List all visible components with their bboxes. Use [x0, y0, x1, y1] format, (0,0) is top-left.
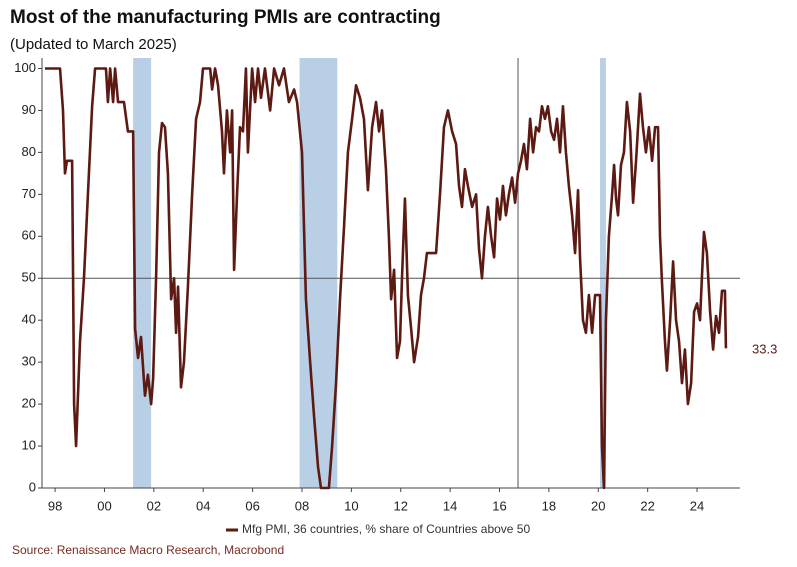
x-tick-label: 12 — [394, 498, 408, 513]
end-value-label: 33.3 — [752, 342, 777, 357]
x-tick-label: 00 — [97, 498, 111, 513]
source: Source: Renaissance Macro Research, Macr… — [12, 543, 284, 557]
recession-shade — [600, 58, 606, 488]
x-tick-label: 14 — [443, 498, 457, 513]
y-tick-label: 100 — [14, 60, 36, 75]
x-tick-label: 08 — [295, 498, 309, 513]
legend-label: Mfg PMI, 36 countries, % share of Countr… — [242, 522, 530, 536]
y-tick-label: 60 — [22, 228, 36, 243]
x-tick-label: 24 — [690, 498, 704, 513]
y-tick-label: 80 — [22, 144, 36, 159]
x-tick-label: 98 — [48, 498, 62, 513]
series-line — [44, 67, 728, 490]
y-tick-label: 10 — [22, 437, 36, 452]
x-tick-label: 20 — [591, 498, 605, 513]
x-tick-label: 10 — [344, 498, 358, 513]
x-tick-label: 06 — [245, 498, 259, 513]
y-tick-label: 0 — [29, 479, 36, 494]
y-tick-label: 50 — [22, 270, 36, 285]
x-tick-label: 04 — [196, 498, 210, 513]
y-tick-label: 20 — [22, 396, 36, 411]
chart-title: Most of the manufacturing PMIs are contr… — [10, 7, 441, 28]
chart-subtitle: (Updated to March 2025) — [10, 36, 177, 53]
y-tick-label: 90 — [22, 102, 36, 117]
x-tick-label: 18 — [542, 498, 556, 513]
y-tick-label: 70 — [22, 186, 36, 201]
y-tick-label: 30 — [22, 354, 36, 369]
y-tick-label: 40 — [22, 312, 36, 327]
x-tick-label: 16 — [492, 498, 506, 513]
x-tick-label: 02 — [147, 498, 161, 513]
x-tick-label: 22 — [640, 498, 654, 513]
